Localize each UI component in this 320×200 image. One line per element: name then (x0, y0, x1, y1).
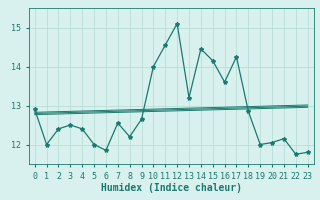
X-axis label: Humidex (Indice chaleur): Humidex (Indice chaleur) (101, 183, 242, 193)
